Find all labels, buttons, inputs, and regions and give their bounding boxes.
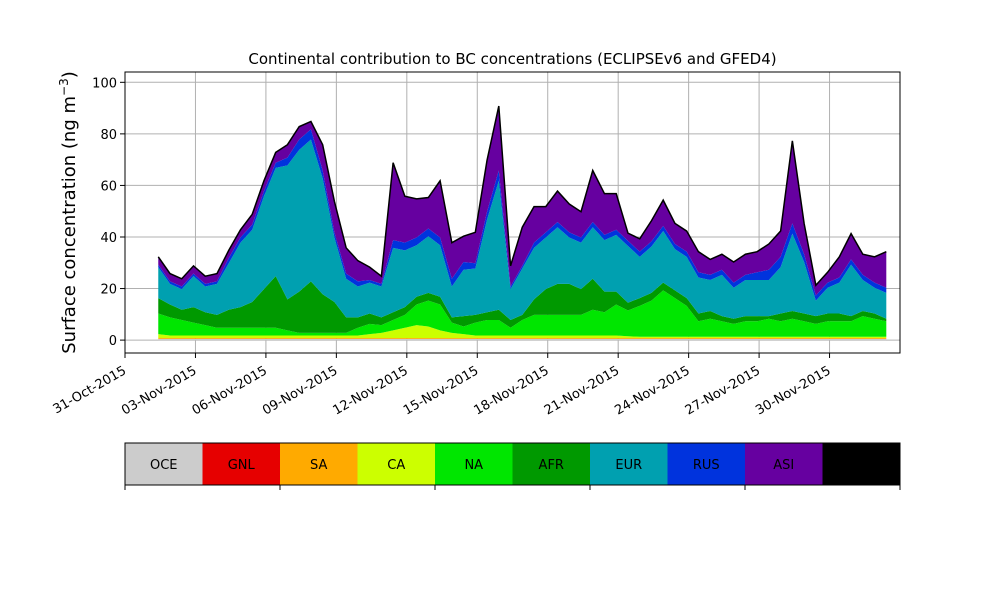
legend-label-gnl: GNL: [228, 458, 256, 473]
chart-title: Continental contribution to BC concentra…: [248, 50, 776, 68]
legend-label-ca: CA: [387, 458, 405, 473]
plot-frame: [124, 71, 901, 354]
x-tick-label: 27-Nov-2015: [683, 363, 763, 418]
y-tick-label: 0: [109, 334, 117, 349]
x-axis-ticks: 31-Oct-201503-Nov-201506-Nov-201509-Nov-…: [51, 353, 834, 418]
legend-label-asi: ASI: [773, 458, 794, 473]
legend-label-sa: SA: [310, 458, 327, 473]
x-tick-label: 24-Nov-2015: [612, 363, 692, 418]
legend-label-rus: RUS: [693, 458, 720, 473]
x-tick-label: 09-Nov-2015: [260, 363, 340, 418]
legend-swatch-oce: [125, 443, 203, 485]
area-series-sa: [158, 338, 887, 339]
y-tick-label: 20: [100, 283, 117, 298]
y-axis-label: Surface concentration (ng m−3): [57, 71, 80, 354]
y-tick-label: 80: [100, 128, 117, 143]
stacked-areas: [157, 105, 887, 341]
legend-label-na: NA: [464, 458, 483, 473]
legend-swatch-ca: [357, 443, 435, 485]
area-series-rus: [158, 129, 887, 301]
x-tick-label: 18-Nov-2015: [471, 363, 551, 418]
legend-label-oce: OCE: [150, 458, 178, 473]
legend-swatch-na: [435, 443, 513, 485]
area-series-asi: [158, 106, 887, 296]
colorbar-legend: OCE GNL SA CA NA AFR EUR RUS ASI AUS: [124, 442, 901, 490]
y-tick-label: 40: [100, 231, 117, 246]
x-tick-label: 15-Nov-2015: [401, 363, 481, 418]
legend-swatch-afr: [512, 443, 590, 485]
x-tick-label: 30-Nov-2015: [753, 363, 833, 418]
x-tick-label: 03-Nov-2015: [119, 363, 199, 418]
legend-label-aus: AUS: [848, 458, 875, 473]
x-tick-label: 12-Nov-2015: [331, 363, 411, 418]
legend-frame: [124, 442, 901, 486]
legend-label-afr: AFR: [539, 458, 564, 473]
y-axis-ticks: 0 20 40 60 80 100: [92, 76, 125, 349]
area-series-na: [158, 290, 887, 337]
legend-swatch-gnl: [202, 443, 280, 485]
y-axis-label-main: Surface concentration (ng m: [59, 96, 80, 354]
legend-swatch-aus: [822, 443, 900, 485]
legend-swatch-asi: [745, 443, 823, 485]
x-tick-label: 31-Oct-2015: [51, 363, 129, 417]
y-tick-label: 100: [92, 76, 117, 91]
axes: [124, 71, 901, 354]
legend-swatch-eur: [590, 443, 668, 485]
legend-swatch-sa: [280, 443, 358, 485]
y-tick-label: 60: [100, 179, 117, 194]
x-tick-label: 21-Nov-2015: [542, 363, 622, 418]
area-series-eur: [158, 139, 887, 321]
area-series-oce: [158, 338, 887, 341]
y-axis-label-superscript: −3: [57, 78, 71, 96]
total-line: [157, 105, 887, 287]
legend-swatch-rus: [667, 443, 745, 485]
area-series-afr: [158, 276, 887, 333]
x-tick-label: 06-Nov-2015: [190, 363, 270, 418]
y-axis-label-close: ): [59, 71, 80, 78]
legend-label-eur: EUR: [615, 458, 642, 473]
